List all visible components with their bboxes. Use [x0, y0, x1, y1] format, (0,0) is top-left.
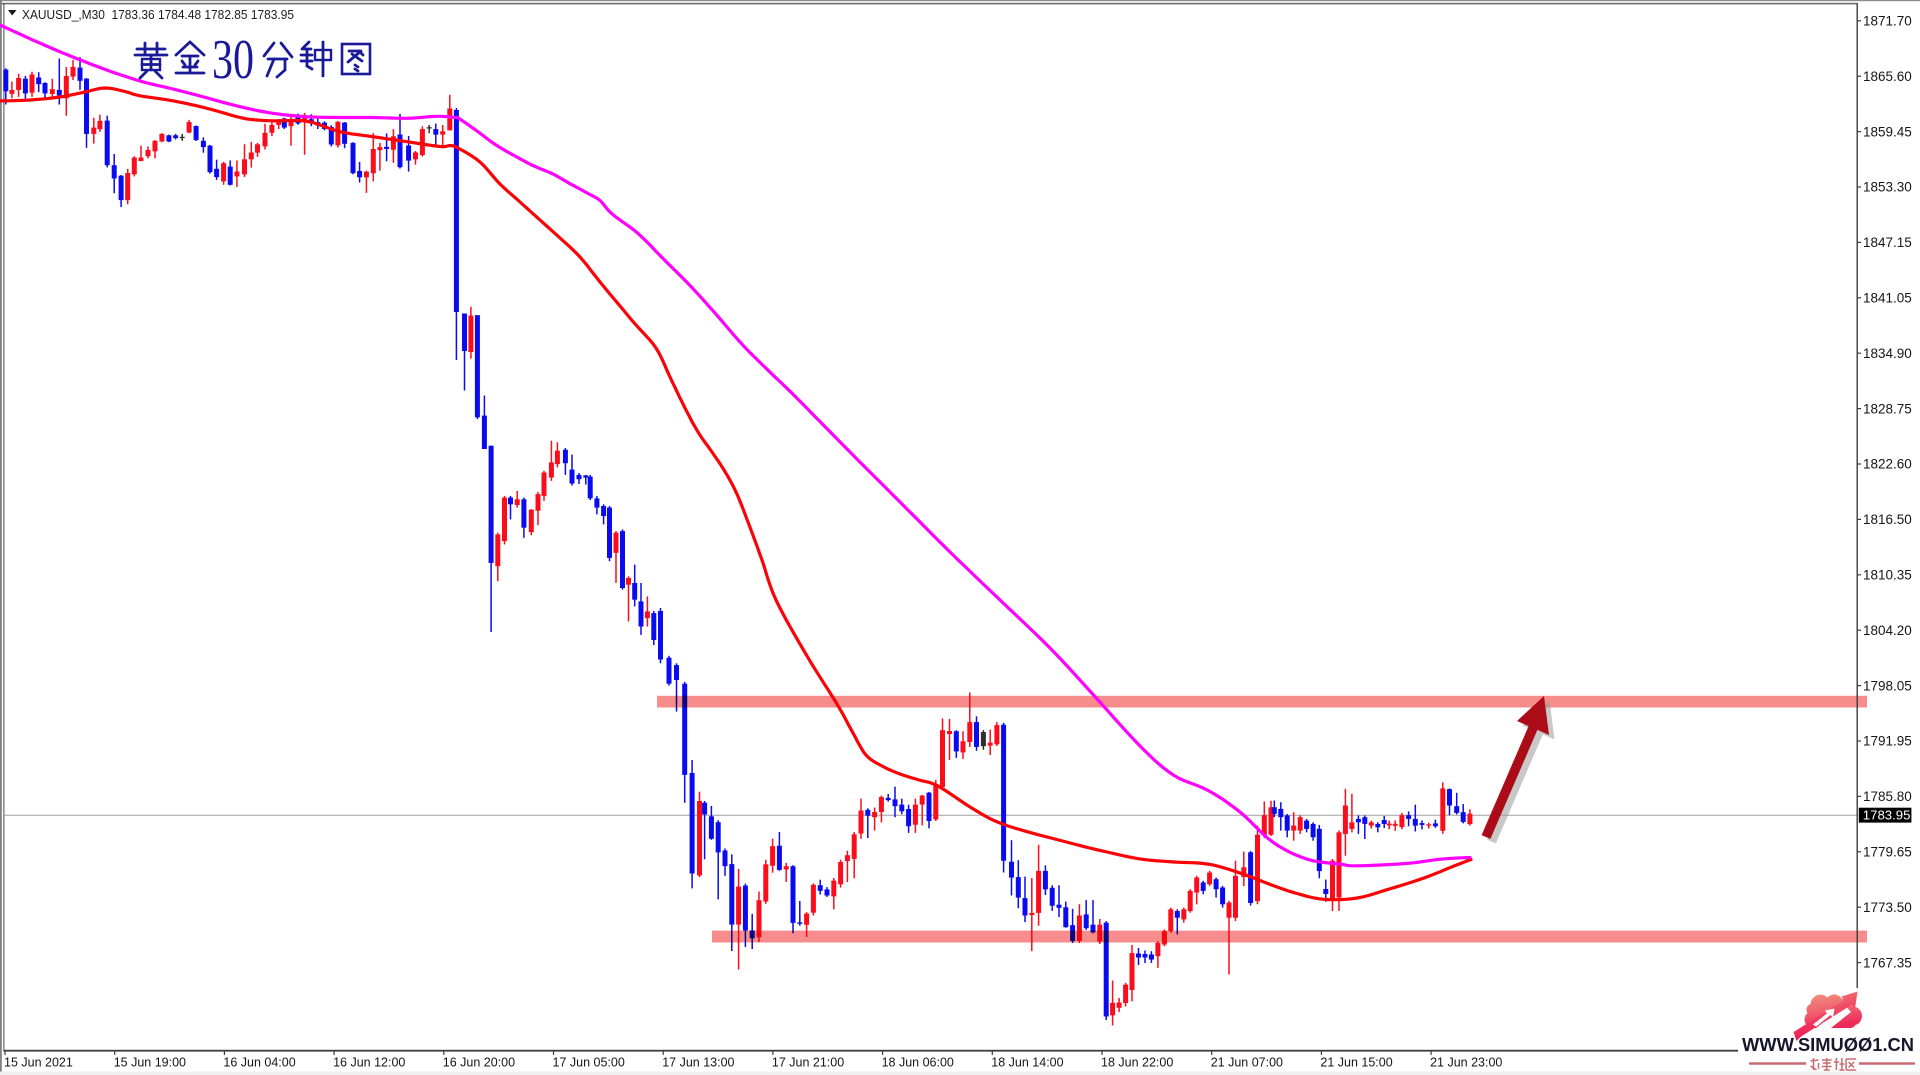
svg-text:1785.80: 1785.80	[1863, 789, 1912, 804]
svg-text:30: 30	[212, 29, 254, 91]
svg-text:1816.50: 1816.50	[1863, 512, 1912, 527]
svg-text:17 Jun 05:00: 17 Jun 05:00	[553, 1056, 625, 1070]
svg-text:21 Jun 23:00: 21 Jun 23:00	[1430, 1056, 1502, 1070]
svg-text:21 Jun 15:00: 21 Jun 15:00	[1320, 1056, 1392, 1070]
svg-text:21 Jun 07:00: 21 Jun 07:00	[1211, 1056, 1283, 1070]
svg-text:1834.90: 1834.90	[1863, 346, 1912, 361]
svg-text:1853.30: 1853.30	[1863, 180, 1912, 195]
svg-text:16 Jun 04:00: 16 Jun 04:00	[223, 1056, 295, 1070]
svg-text:1847.15: 1847.15	[1863, 235, 1912, 250]
svg-text:1779.65: 1779.65	[1863, 845, 1912, 860]
svg-text:16 Jun 20:00: 16 Jun 20:00	[443, 1056, 515, 1070]
svg-text:18 Jun 22:00: 18 Jun 22:00	[1101, 1056, 1173, 1070]
svg-text:1791.95: 1791.95	[1863, 734, 1912, 749]
svg-text:1810.35: 1810.35	[1863, 568, 1912, 583]
svg-text:15 Jun 19:00: 15 Jun 19:00	[114, 1056, 186, 1070]
svg-text:17 Jun 21:00: 17 Jun 21:00	[772, 1056, 844, 1070]
svg-text:15 Jun 2021: 15 Jun 2021	[4, 1056, 73, 1070]
svg-text:1841.05: 1841.05	[1863, 291, 1912, 306]
svg-text:18 Jun 14:00: 18 Jun 14:00	[991, 1056, 1063, 1070]
svg-text:1865.60: 1865.60	[1863, 69, 1912, 84]
svg-text:1828.75: 1828.75	[1863, 401, 1912, 416]
svg-text:1767.35: 1767.35	[1863, 955, 1912, 970]
svg-text:1859.45: 1859.45	[1863, 124, 1912, 139]
svg-text:1798.05: 1798.05	[1863, 678, 1912, 693]
svg-text:1822.60: 1822.60	[1863, 457, 1912, 472]
svg-text:XAUUSD_,M30 1783.36 1784.48 1: XAUUSD_,M30 1783.36 1784.48 1782.85 1783…	[22, 7, 294, 22]
svg-text:18 Jun 06:00: 18 Jun 06:00	[882, 1056, 954, 1070]
svg-text:16 Jun 12:00: 16 Jun 12:00	[333, 1056, 405, 1070]
svg-text:WWW.SIMUØØ1.CN: WWW.SIMUØØ1.CN	[1742, 1035, 1914, 1055]
svg-text:17 Jun 13:00: 17 Jun 13:00	[662, 1056, 734, 1070]
svg-text:1783.95: 1783.95	[1863, 808, 1911, 823]
svg-text:1871.70: 1871.70	[1863, 14, 1912, 29]
svg-text:1804.20: 1804.20	[1863, 623, 1912, 638]
svg-text:1773.50: 1773.50	[1863, 900, 1912, 915]
